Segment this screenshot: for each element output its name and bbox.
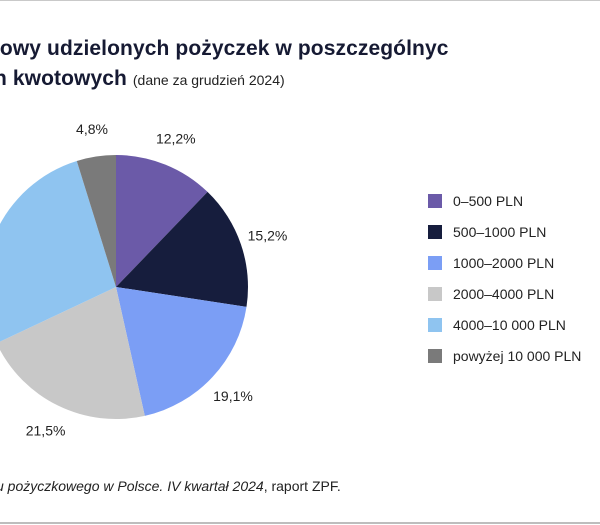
slice-value-label: 19,1% (213, 388, 253, 404)
pie-slice (76, 155, 116, 287)
legend-swatch (428, 255, 442, 270)
legend-swatch (428, 224, 442, 239)
legend-item: 2000–4000 PLN (428, 285, 581, 302)
slice-value-label: 21,5% (26, 423, 66, 439)
pie-slice (116, 191, 248, 307)
pie-slice (116, 287, 247, 416)
chart-title-line1: iowy udzielonych pożyczek w poszczególny… (0, 37, 449, 60)
legend-label: 1000–2000 PLN (453, 254, 555, 271)
slice-value-label: 15,2% (248, 228, 288, 244)
top-rule (0, 0, 600, 1)
legend-label: 0–500 PLN (453, 192, 524, 209)
pie-slice (0, 160, 116, 342)
chart-title: iowy udzielonych pożyczek w poszczególny… (0, 34, 600, 95)
legend: 0–500 PLN 500–1000 PLN 1000–2000 PLN 2000–4… (428, 193, 581, 379)
legend-swatch (428, 317, 442, 332)
legend-label: powyżej 10 000 PLN (453, 347, 582, 364)
source-rest: , raport ZPF. (263, 478, 341, 494)
legend-item: 0–500 PLN (428, 192, 581, 209)
legend-swatch (428, 348, 442, 363)
legend-item: 1000–2000 PLN (428, 254, 581, 271)
legend-label: 2000–4000 PLN (453, 285, 555, 302)
slice-value-label: 12,2% (156, 131, 196, 147)
chart-subtitle: (dane za grudzień 2024) (132, 72, 285, 88)
source-italic: u pożyczkowego w Polsce. IV kwartał 2024 (0, 478, 264, 494)
legend-swatch (428, 286, 442, 301)
slice-value-label: 4,8% (76, 121, 108, 137)
source-note: u pożyczkowego w Polsce. IV kwartał 2024… (0, 478, 341, 494)
legend-label: 500–1000 PLN (453, 223, 547, 240)
bottom-rule (0, 522, 600, 524)
legend-label: 4000–10 000 PLN (453, 316, 566, 333)
pie-slice (116, 155, 208, 287)
legend-item: 500–1000 PLN (428, 223, 581, 240)
chart-title-line2-text: h kwotowych (0, 67, 127, 90)
pie-slices (0, 155, 248, 419)
legend-item: powyżej 10 000 PLN (428, 347, 582, 364)
pie-value-labels: 12,2% 15,2% 19,1% 21,5% 4,8% (26, 121, 288, 439)
pie-slice (0, 287, 145, 419)
legend-item: 4000–10 000 PLN (428, 316, 581, 333)
chart-title-line2: h kwotowych (dane za grudzień 2024) (0, 64, 600, 95)
legend-swatch (428, 193, 442, 208)
